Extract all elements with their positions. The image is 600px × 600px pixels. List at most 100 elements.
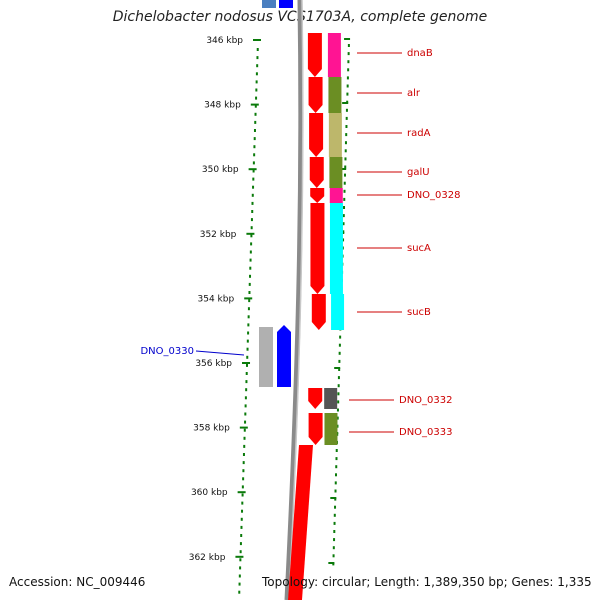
gc-dot bbox=[334, 497, 337, 501]
gc-dot bbox=[251, 193, 254, 197]
gc-dot bbox=[337, 376, 340, 380]
gc-dot bbox=[239, 558, 242, 562]
gc-dot bbox=[241, 493, 244, 497]
gc-dot bbox=[244, 404, 247, 408]
gc-dot bbox=[253, 145, 256, 149]
gene-arrow-alr bbox=[308, 77, 323, 113]
gc-dot bbox=[334, 481, 337, 485]
gc-dot bbox=[254, 104, 257, 108]
gene-arrow-sucB bbox=[311, 294, 326, 330]
gc-dot bbox=[246, 347, 249, 351]
gc-dot bbox=[243, 428, 246, 432]
gc-dot bbox=[337, 392, 340, 396]
gc-dot bbox=[256, 48, 259, 51]
scale-tick bbox=[246, 232, 255, 235]
gc-dot bbox=[344, 157, 347, 161]
gc-dot bbox=[334, 505, 337, 509]
scale-tick-label: 360 kbp bbox=[191, 488, 228, 498]
gc-dot bbox=[335, 473, 338, 477]
gc-dot bbox=[239, 550, 242, 554]
gc-dot bbox=[240, 517, 243, 521]
scale-tick bbox=[237, 491, 246, 494]
scale-tick bbox=[239, 426, 248, 429]
gc-dot bbox=[342, 230, 345, 234]
gc-dot bbox=[238, 590, 241, 594]
gc-dot bbox=[252, 185, 255, 189]
gene-label-sucB: sucB bbox=[407, 307, 431, 318]
scale-tick-label: 346 kbp bbox=[206, 36, 243, 46]
gc-dot bbox=[244, 396, 247, 400]
gc-dot bbox=[250, 234, 253, 238]
gc-dot bbox=[245, 372, 248, 375]
gc-dot bbox=[345, 125, 348, 128]
gene-label-sucA: sucA bbox=[407, 243, 431, 254]
scale-tick bbox=[242, 362, 251, 364]
genome-backbone bbox=[284, 0, 304, 600]
gc-dot bbox=[334, 489, 337, 493]
gc-dot bbox=[247, 307, 250, 311]
gc-dot bbox=[253, 153, 256, 157]
cog-bar-DNO_0332 bbox=[324, 388, 338, 409]
gc-dot bbox=[243, 444, 246, 448]
cog-bar-dnaB bbox=[327, 33, 341, 77]
scale-tick bbox=[253, 39, 261, 41]
gc-dot bbox=[347, 68, 350, 72]
gc-dot bbox=[251, 201, 254, 205]
gc-dot bbox=[335, 457, 338, 461]
gc-dot bbox=[345, 133, 348, 137]
gc-dot bbox=[344, 141, 347, 145]
gc-dot bbox=[346, 92, 349, 96]
backbone-line bbox=[284, 0, 304, 600]
cog-bar-sucA bbox=[329, 203, 343, 294]
gc-dot bbox=[342, 214, 345, 218]
gene-arrow-long-bottom bbox=[288, 445, 313, 600]
gc-dot bbox=[250, 226, 253, 230]
gc-dot bbox=[249, 266, 252, 270]
gc-dot bbox=[338, 351, 341, 355]
gc-tick bbox=[340, 168, 347, 170]
cog-bar-alr bbox=[328, 77, 342, 113]
gc-tick bbox=[328, 562, 335, 564]
gc-dot bbox=[333, 530, 336, 533]
gene-arrow-radA bbox=[309, 113, 324, 157]
gc-dot bbox=[255, 96, 258, 100]
gene-arrow-galU bbox=[309, 157, 324, 188]
gene-label-DNO_0328: DNO_0328 bbox=[407, 190, 461, 201]
gc-dot bbox=[247, 315, 250, 319]
gc-dot bbox=[250, 218, 253, 222]
cog-color-bars bbox=[259, 33, 345, 445]
gc-dot bbox=[248, 291, 251, 294]
scale-tick bbox=[244, 297, 253, 300]
cog-bar-DNO_0330 bbox=[259, 327, 273, 387]
gc-dot bbox=[336, 408, 339, 412]
gc-dot bbox=[347, 52, 350, 56]
gc-dot bbox=[240, 534, 243, 537]
gene-arrow-DNO_0333 bbox=[308, 413, 323, 445]
gene-label-DNO_0330: DNO_0330 bbox=[140, 346, 194, 357]
backbone-highlight bbox=[288, 0, 304, 600]
scale-tick-label: 350 kbp bbox=[202, 165, 239, 175]
gc-dot bbox=[249, 258, 252, 262]
gc-dot bbox=[238, 582, 241, 586]
gc-dot bbox=[343, 197, 346, 201]
gc-dot bbox=[247, 331, 250, 335]
gc-dot bbox=[252, 169, 255, 173]
gc-dot bbox=[249, 250, 252, 254]
gc-dot bbox=[250, 242, 253, 246]
gene-label-DNO_0333: DNO_0333 bbox=[399, 427, 453, 438]
gc-dot bbox=[343, 173, 346, 177]
cog-bar-sucB bbox=[331, 294, 345, 330]
gc-tick bbox=[330, 497, 337, 499]
gc-dot bbox=[245, 388, 248, 392]
gc-dot bbox=[241, 509, 244, 513]
gc-dot bbox=[335, 449, 338, 452]
topology-text: Topology: circular; Length: 1,389,350 bp… bbox=[262, 575, 592, 589]
gc-dot bbox=[256, 56, 259, 60]
gc-dot bbox=[241, 501, 244, 505]
gene-label-DNO_0332: DNO_0332 bbox=[399, 395, 453, 406]
gene-arrow-DNO_0330 bbox=[277, 325, 291, 387]
gc-dot bbox=[246, 339, 249, 343]
gc-dot bbox=[339, 335, 342, 339]
gc-dot bbox=[255, 88, 258, 92]
